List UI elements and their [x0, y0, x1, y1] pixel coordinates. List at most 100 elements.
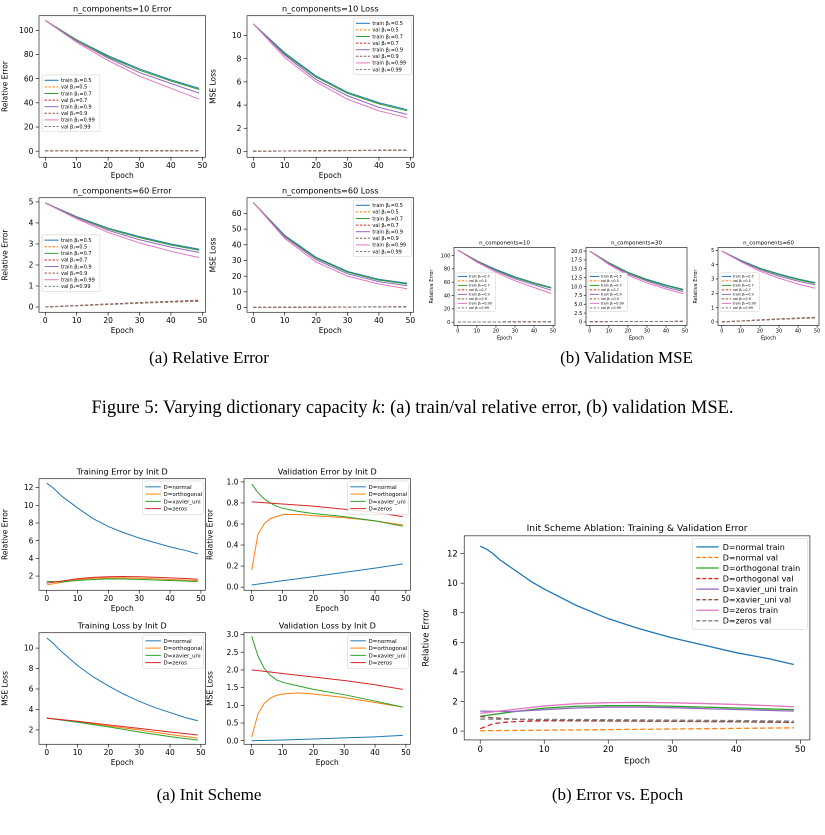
- y-tick-label: 80: [444, 267, 450, 273]
- x-axis-label: Epoch: [319, 326, 342, 335]
- x-tick-label: 50: [682, 329, 688, 335]
- chart-nc10-error: n_components=10 Error 0 10 20 30 40 50 0 20 40 60 8…: [1, 3, 208, 180]
- legend-label: train β₁=0.9: [372, 48, 403, 54]
- legend-label: val β₁=0.99: [733, 306, 753, 310]
- legend-label: val β₁=0.99: [61, 284, 91, 290]
- legend-box: [692, 538, 808, 630]
- y-tick-label: 8: [29, 519, 34, 528]
- legend-label: D=normal val: [723, 553, 778, 562]
- series-line: [252, 23, 408, 112]
- legend-label: train β₁=0.99: [469, 302, 492, 306]
- y-tick-label: 1.0: [226, 478, 238, 487]
- y-tick-label: 0: [447, 320, 450, 326]
- x-tick-label: 0: [251, 316, 256, 325]
- x-tick-label: 10: [474, 329, 480, 335]
- legend-label: val β₁=0.5: [372, 210, 398, 216]
- y-tick-label: 3: [29, 240, 34, 249]
- chart-title: Validation Error by Init D: [278, 466, 377, 476]
- legend-box: [353, 199, 412, 258]
- legend-label: val β₁=0.7: [601, 288, 619, 292]
- legend-label: train β₁=0.7: [601, 284, 622, 288]
- y-tick-label: 5.0: [574, 302, 582, 308]
- x-tick-label: 20: [757, 329, 763, 335]
- legend-label: D=zeros val: [723, 617, 772, 626]
- y-tick-label: 2.5: [226, 648, 238, 657]
- series-line: [480, 704, 794, 717]
- x-tick-label: 30: [135, 161, 145, 170]
- y-tick-label: 50: [232, 225, 242, 234]
- y-tick-label: 4: [237, 101, 242, 110]
- y-tick-label: 10.0: [571, 284, 582, 290]
- legend-label: D=normal train: [723, 543, 785, 552]
- legend-label: D=xavier_uni: [164, 499, 202, 505]
- x-tick-label: 40: [370, 594, 380, 603]
- y-tick-label: 4: [711, 262, 714, 268]
- x-tick-label: 20: [493, 329, 499, 335]
- legend-label: train β₁=0.7: [469, 284, 490, 288]
- x-tick-label: 40: [165, 594, 175, 603]
- series-line: [721, 250, 816, 289]
- plot-frame: [38, 15, 206, 158]
- legend-label: train β₁=0.9: [469, 293, 490, 297]
- x-tick-label: 30: [134, 594, 144, 603]
- series-line: [479, 720, 794, 730]
- y-axis-label: MSE Loss: [206, 671, 215, 706]
- x-tick-label: 30: [512, 329, 518, 335]
- subcaption-validation-mse: (b) Validation MSE: [560, 348, 693, 367]
- chart-title: Init Scheme Ablation: Training & Validat…: [527, 523, 748, 534]
- legend-label: D=xavier_uni train: [723, 585, 798, 594]
- series-line: [46, 576, 198, 584]
- legend-label: D=xavier_uni: [369, 653, 407, 659]
- figure-5-caption-prefix: Figure 5: Varying dictionary capacity: [91, 398, 373, 418]
- x-tick-label: 50: [550, 329, 556, 335]
- legend-box: [142, 634, 204, 669]
- x-tick-label: 30: [644, 329, 650, 335]
- legend-box: [587, 272, 628, 312]
- legend-label: val β₁=0.7: [469, 288, 487, 292]
- y-tick-label: 0: [237, 147, 242, 156]
- y-tick-label: 10: [24, 644, 34, 653]
- y-tick-label: 0.2: [226, 562, 238, 571]
- y-tick-label: 12: [447, 550, 458, 560]
- x-axis-label: Epoch: [316, 604, 339, 613]
- legend-label: D=orthogonal val: [723, 574, 794, 583]
- legend-label: val β₁=0.9: [372, 54, 398, 60]
- x-axis-label: Epoch: [624, 756, 650, 766]
- y-tick-label: 10: [232, 31, 242, 40]
- legend-box: [41, 234, 101, 292]
- legend-label: D=orthogonal: [369, 492, 408, 498]
- plot-frame: [38, 632, 206, 745]
- legend-box: [142, 480, 204, 515]
- series-line: [480, 727, 794, 732]
- legend-label: val β₁=0.99: [372, 249, 402, 255]
- legend-label: val β₁=0.9: [61, 111, 87, 117]
- plot-frame: [38, 478, 206, 591]
- legend-label: D=normal: [369, 639, 398, 645]
- legend-label: train β₁=0.9: [601, 293, 622, 297]
- x-axis-label: Epoch: [111, 326, 134, 335]
- legend-label: D=normal: [164, 485, 193, 491]
- series-line: [480, 706, 794, 713]
- chart-training-loss-by-init: Training Loss by Init D 0 10 20 30 40 50 2 4 6 8 10…: [1, 620, 206, 767]
- x-axis-label: Epoch: [497, 335, 512, 341]
- series-line: [251, 636, 403, 708]
- legend-label: train β₁=0.99: [61, 118, 95, 124]
- x-tick-label: 40: [370, 748, 380, 757]
- y-tick-label: 4: [452, 668, 457, 678]
- y-tick-label: 0: [237, 303, 242, 312]
- legend-box: [455, 272, 496, 312]
- legend-label: val β₁=0.9: [601, 297, 619, 301]
- x-tick-label: 50: [406, 161, 416, 170]
- legend-label: val β₁=0.7: [733, 288, 751, 292]
- legend-box: [347, 634, 409, 669]
- x-tick-label: 40: [531, 329, 537, 335]
- legend-label: val β₁=0.5: [61, 85, 87, 91]
- x-tick-label: 20: [311, 316, 321, 325]
- subcaption-init-scheme: (a) Init Scheme: [156, 785, 262, 804]
- y-tick-label: 15.0: [571, 267, 582, 273]
- legend-label: val β₁=0.7: [372, 41, 398, 47]
- y-tick-label: 30: [232, 256, 242, 265]
- y-tick-label: 6: [29, 685, 34, 694]
